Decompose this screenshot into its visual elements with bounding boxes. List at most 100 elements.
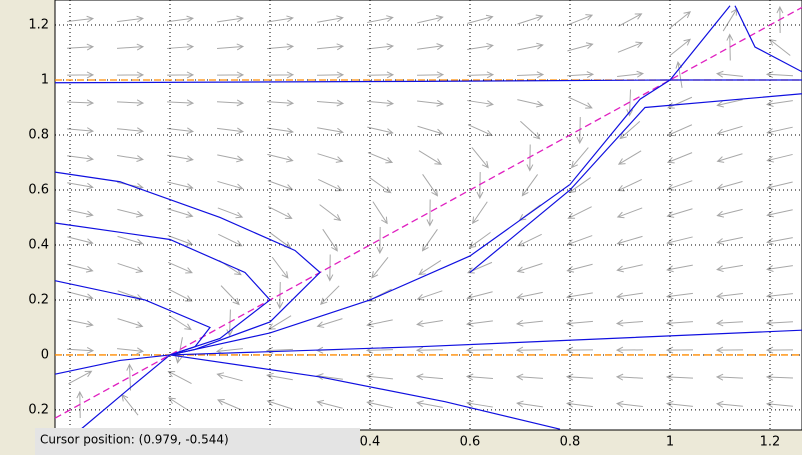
field-arrow bbox=[421, 229, 438, 252]
field-arrow bbox=[316, 318, 343, 328]
field-arrow bbox=[766, 100, 793, 107]
y-tick-label: 0.4 bbox=[28, 237, 49, 252]
x-tick-label: 1.2 bbox=[760, 435, 781, 450]
field-arrow bbox=[466, 71, 495, 79]
field-arrow bbox=[365, 373, 393, 381]
field-arrow bbox=[468, 231, 491, 249]
field-arrow bbox=[167, 181, 194, 191]
field-arrow bbox=[418, 260, 442, 276]
field-arrow bbox=[516, 71, 545, 79]
field-arrow bbox=[716, 153, 743, 163]
field-arrow bbox=[716, 180, 743, 191]
x-tick-label: 0.8 bbox=[560, 435, 581, 450]
field-arrow bbox=[416, 400, 443, 408]
field-arrow bbox=[117, 318, 144, 328]
field-arrow bbox=[216, 372, 243, 382]
field-arrow bbox=[417, 125, 444, 136]
field-arrow bbox=[665, 292, 693, 300]
field-arrow bbox=[271, 256, 289, 279]
field-arrow bbox=[117, 208, 144, 218]
status-bar bbox=[35, 428, 360, 455]
trajectory bbox=[54, 171, 321, 356]
y-tick-label: 1 bbox=[41, 73, 49, 88]
field-arrow bbox=[318, 178, 343, 192]
field-arrow bbox=[765, 373, 794, 381]
field-arrow bbox=[266, 71, 295, 79]
field-arrow bbox=[267, 127, 294, 135]
field-arrow bbox=[217, 180, 244, 191]
field-arrow bbox=[67, 15, 95, 23]
field-arrow bbox=[416, 290, 443, 301]
field-arrow bbox=[117, 347, 145, 355]
field-arrow bbox=[669, 11, 691, 29]
field-arrow bbox=[372, 201, 388, 225]
field-arrow bbox=[367, 126, 394, 135]
y-tick-label: 0.2 bbox=[28, 402, 49, 417]
field-arrow bbox=[669, 38, 691, 57]
field-arrow bbox=[216, 71, 245, 79]
field-arrow bbox=[616, 207, 643, 219]
field-arrow bbox=[619, 121, 641, 140]
field-arrow bbox=[316, 99, 345, 107]
field-arrow bbox=[616, 235, 643, 246]
field-arrow bbox=[117, 235, 144, 246]
field-arrow bbox=[466, 291, 493, 301]
field-arrow bbox=[675, 61, 683, 88]
field-arrow bbox=[667, 124, 693, 137]
field-arrow bbox=[666, 264, 693, 273]
field-arrow bbox=[715, 319, 744, 327]
field-arrow bbox=[266, 399, 293, 410]
field-arrow bbox=[666, 180, 693, 191]
trajectory bbox=[54, 222, 271, 356]
trajectory bbox=[169, 354, 561, 430]
field-arrow bbox=[766, 237, 793, 245]
trajectory bbox=[469, 93, 802, 273]
field-arrow bbox=[515, 346, 544, 354]
field-arrow bbox=[265, 346, 294, 354]
field-arrow bbox=[317, 127, 344, 135]
field-arrow bbox=[716, 264, 743, 273]
field-arrow bbox=[217, 207, 244, 219]
y-tick-label: 0 bbox=[41, 347, 49, 362]
field-arrow bbox=[117, 262, 144, 274]
field-arrow bbox=[766, 181, 793, 191]
field-arrow bbox=[617, 41, 644, 53]
field-arrow bbox=[417, 43, 444, 50]
field-arrow bbox=[67, 182, 94, 190]
field-arrow bbox=[367, 43, 395, 51]
field-arrow bbox=[417, 15, 444, 24]
field-arrow bbox=[716, 125, 743, 136]
field-arrow bbox=[316, 373, 343, 380]
field-arrow bbox=[217, 43, 245, 51]
field-arrow bbox=[617, 179, 642, 192]
field-arrow bbox=[426, 199, 434, 227]
field-arrow bbox=[67, 155, 94, 162]
field-arrow bbox=[267, 43, 295, 51]
field-arrow bbox=[520, 120, 541, 140]
field-arrow bbox=[422, 174, 439, 197]
field-arrow bbox=[67, 263, 94, 273]
field-arrow bbox=[317, 153, 344, 163]
field-arrow bbox=[766, 265, 793, 272]
field-arrow bbox=[371, 256, 389, 279]
field-arrow bbox=[126, 363, 134, 391]
plot-area bbox=[54, 0, 802, 431]
field-arrow bbox=[665, 400, 693, 408]
field-arrow bbox=[217, 398, 243, 411]
field-arrow bbox=[217, 154, 244, 163]
field-arrow bbox=[366, 319, 393, 328]
field-arrow bbox=[565, 346, 594, 354]
field-arrow bbox=[517, 233, 542, 247]
field-arrow bbox=[268, 206, 293, 219]
field-arrow bbox=[765, 71, 794, 79]
field-arrow bbox=[465, 373, 494, 381]
field-arrow bbox=[266, 99, 295, 107]
field-arrow bbox=[68, 370, 93, 385]
field-arrow bbox=[566, 292, 593, 300]
trajectory bbox=[79, 354, 171, 431]
field-arrow bbox=[515, 373, 544, 381]
field-arrow bbox=[615, 319, 643, 327]
y-tick-label: 0.6 bbox=[28, 182, 49, 197]
field-arrow bbox=[376, 226, 384, 255]
